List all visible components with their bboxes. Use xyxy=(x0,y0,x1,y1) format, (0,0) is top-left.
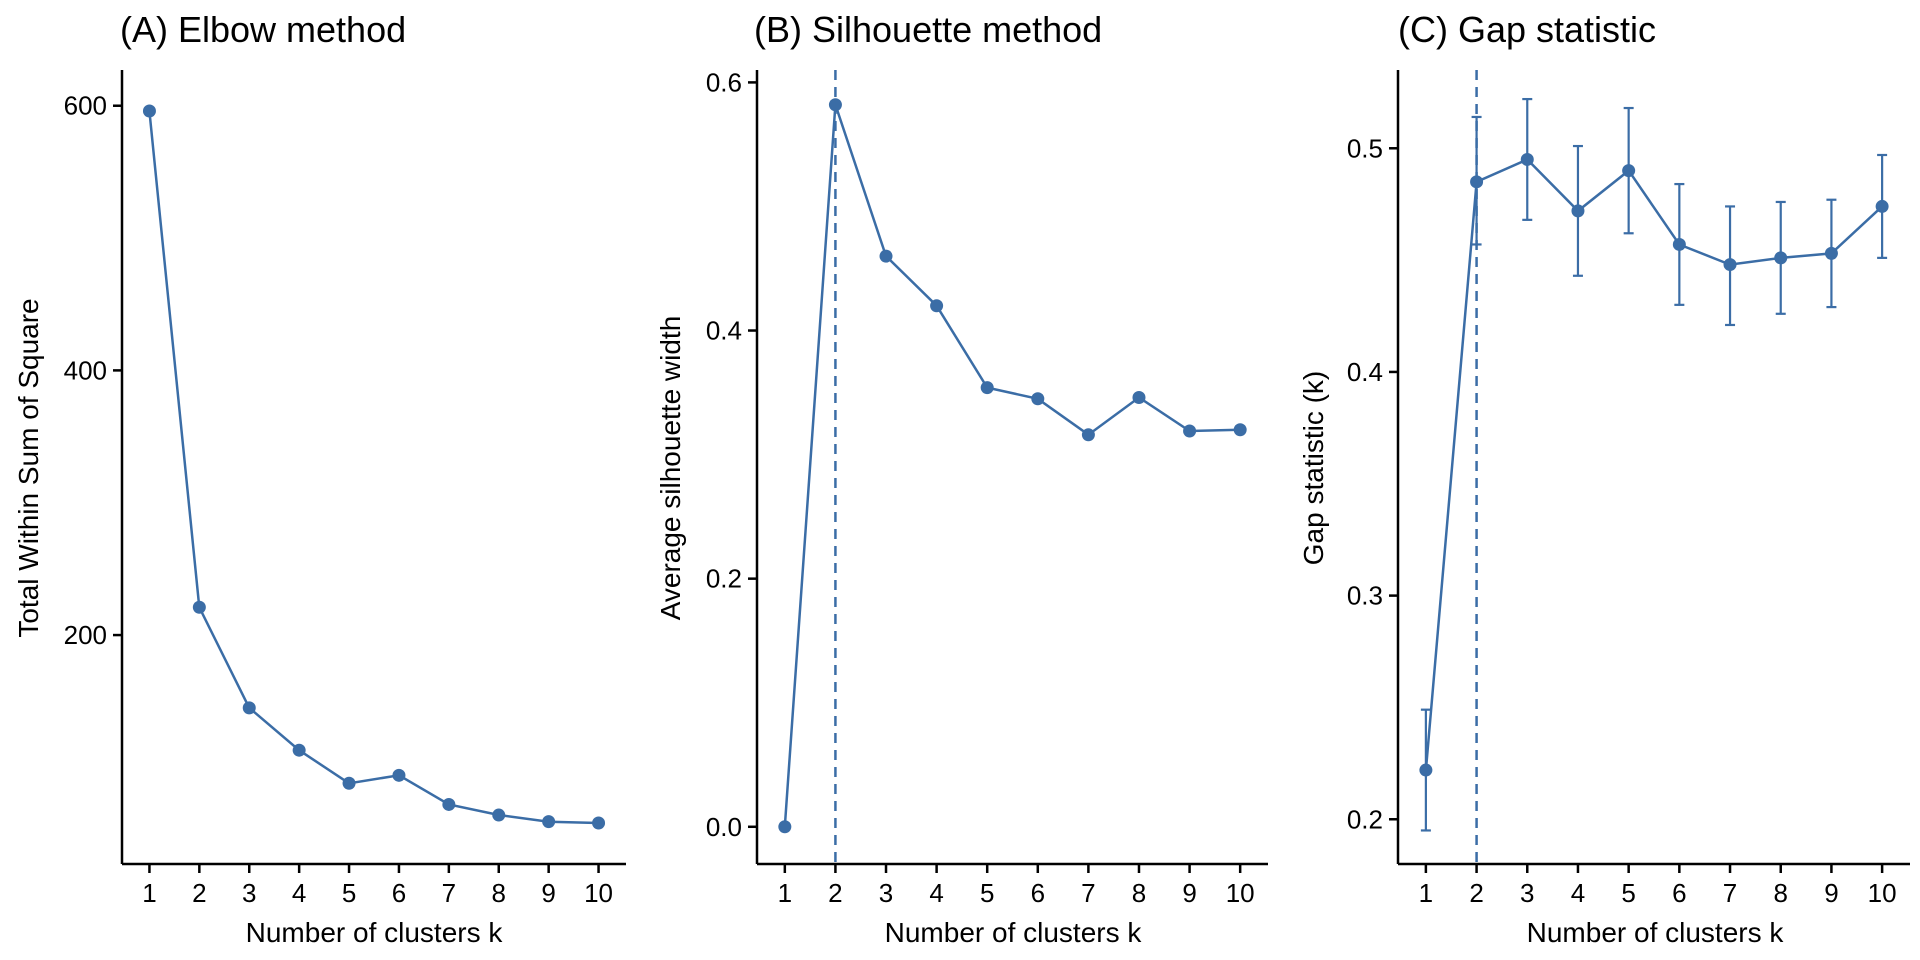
panel-b-plot-area: 1 2 3 4 5 6 7 8 9 10 0.0 0.2 0.4 0.6 xyxy=(706,67,1268,908)
panel-a-data-point xyxy=(292,743,306,757)
panel-b-x-tick-label: 8 xyxy=(1132,878,1146,908)
panel-c-data-point xyxy=(1824,246,1838,260)
panel-b-data-point xyxy=(778,820,792,834)
panel-c-data-point xyxy=(1672,237,1686,251)
panel-b-data-point xyxy=(930,299,944,313)
panel-a-xlabel: Number of clusters k xyxy=(246,917,504,948)
panel-a-x-tick-label: 4 xyxy=(292,878,306,908)
panel-a-series-line xyxy=(148,110,599,825)
panel-c-data-point xyxy=(1419,763,1433,777)
panel-a-data-point xyxy=(442,797,456,811)
panel-c-x-tick-label: 7 xyxy=(1723,878,1737,908)
panel-b-y-tick-label: 0.4 xyxy=(706,316,742,346)
panel-b-x-tick-label: 2 xyxy=(828,878,842,908)
panel-a-y-tick-label: 400 xyxy=(64,355,107,385)
panel-gap: (C) Gap statistic Gap statistic (k) Numb… xyxy=(1298,9,1910,948)
panel-b-x-tick-label: 10 xyxy=(1226,878,1255,908)
panel-b-x-tick-label: 9 xyxy=(1182,878,1196,908)
panel-c-xlabel: Number of clusters k xyxy=(1527,917,1785,948)
panel-c-data-point xyxy=(1520,152,1534,166)
panel-c-x-tick-label: 8 xyxy=(1773,878,1787,908)
panel-a-plot-area: 1 2 3 4 5 6 7 8 9 10 200 400 600 xyxy=(64,70,626,908)
panel-a-title: (A) Elbow method xyxy=(120,9,406,50)
panel-b-x-tick-label: 3 xyxy=(879,878,893,908)
panel-b-title: (B) Silhouette method xyxy=(754,9,1102,50)
panel-c-x-tick-label: 3 xyxy=(1520,878,1534,908)
panel-a-x-tick-label: 10 xyxy=(584,878,613,908)
panel-b-x-tick-label: 4 xyxy=(929,878,943,908)
panel-a-data-point xyxy=(242,701,256,715)
panel-a-x-tick-label: 9 xyxy=(541,878,555,908)
panel-b-data-point xyxy=(1081,428,1095,442)
panel-c-x-tick-label: 1 xyxy=(1419,878,1433,908)
panel-b-data-point xyxy=(828,98,842,112)
panel-b-data-point xyxy=(879,249,893,263)
panel-c-title: (C) Gap statistic xyxy=(1398,9,1656,50)
panel-a-x-tick-label: 7 xyxy=(442,878,456,908)
panel-a-x-tick-label: 2 xyxy=(192,878,206,908)
panel-b-x-tick-label: 6 xyxy=(1031,878,1045,908)
panel-a-y-tick-label: 200 xyxy=(64,620,107,650)
panel-a-x-tick-label: 6 xyxy=(392,878,406,908)
panel-b-y-tick-label: 0.2 xyxy=(706,564,742,594)
panel-b-ylabel: Average silhouette width xyxy=(655,316,686,621)
panel-b-data-point xyxy=(1132,391,1146,405)
panel-c-data-point xyxy=(1875,199,1889,213)
panel-c-x-tick-label: 6 xyxy=(1672,878,1686,908)
panel-b-y-tick-label: 0.6 xyxy=(706,67,742,97)
panel-b-data-point xyxy=(1183,424,1197,438)
panel-a-data-point xyxy=(492,808,506,822)
panel-a-x-tick-label: 1 xyxy=(142,878,156,908)
panel-a-x-tick-label: 5 xyxy=(342,878,356,908)
panel-a-data-point xyxy=(392,768,406,782)
panel-b-xlabel: Number of clusters k xyxy=(885,917,1143,948)
panel-c-data-point xyxy=(1723,258,1737,272)
panel-elbow: (A) Elbow method Total Within Sum of Squ… xyxy=(13,9,626,948)
panel-a-x-tick-label: 8 xyxy=(492,878,506,908)
panel-c-series-line xyxy=(1424,158,1883,771)
panel-c-x-tick-label: 5 xyxy=(1621,878,1635,908)
panel-c-y-tick-label: 0.2 xyxy=(1347,804,1383,834)
panel-c-x-tick-label: 10 xyxy=(1868,878,1897,908)
panel-a-data-point xyxy=(592,816,606,830)
panel-b-x-tick-label: 5 xyxy=(980,878,994,908)
panel-b-data-point xyxy=(980,381,994,395)
panel-b-y-tick-label: 0.0 xyxy=(706,812,742,842)
panel-silhouette: (B) Silhouette method Average silhouette… xyxy=(655,9,1268,948)
panel-c-data-point xyxy=(1571,204,1585,218)
panel-b-series-line xyxy=(783,104,1241,827)
panel-c-plot-area: 1 2 3 4 5 6 7 8 9 10 0.2 0.3 0.4 0.5 xyxy=(1347,70,1910,908)
panel-c-data-point xyxy=(1622,164,1636,178)
panel-c-x-tick-label: 4 xyxy=(1571,878,1585,908)
panel-c-y-tick-label: 0.5 xyxy=(1347,133,1383,163)
panel-c-data-point xyxy=(1774,251,1788,265)
panel-b-data-point xyxy=(1031,392,1045,406)
panel-a-data-point xyxy=(542,815,556,829)
panel-c-y-tick-label: 0.4 xyxy=(1347,357,1383,387)
panel-c-x-tick-label: 2 xyxy=(1469,878,1483,908)
panel-a-y-tick-label: 600 xyxy=(64,91,107,121)
panel-a-x-tick-label: 3 xyxy=(242,878,256,908)
panel-a-data-point xyxy=(192,600,206,614)
panel-c-x-tick-label: 9 xyxy=(1824,878,1838,908)
panel-b-data-point xyxy=(1233,423,1247,437)
panel-c-ylabel: Gap statistic (k) xyxy=(1298,371,1329,565)
panel-b-x-tick-label: 7 xyxy=(1081,878,1095,908)
panel-a-ylabel: Total Within Sum of Square xyxy=(13,298,44,637)
panel-c-y-tick-label: 0.3 xyxy=(1347,581,1383,611)
panel-a-data-point xyxy=(142,104,156,118)
panel-c-data-point xyxy=(1470,175,1484,189)
panel-a-data-point xyxy=(342,776,356,790)
panel-b-x-tick-label: 1 xyxy=(778,878,792,908)
